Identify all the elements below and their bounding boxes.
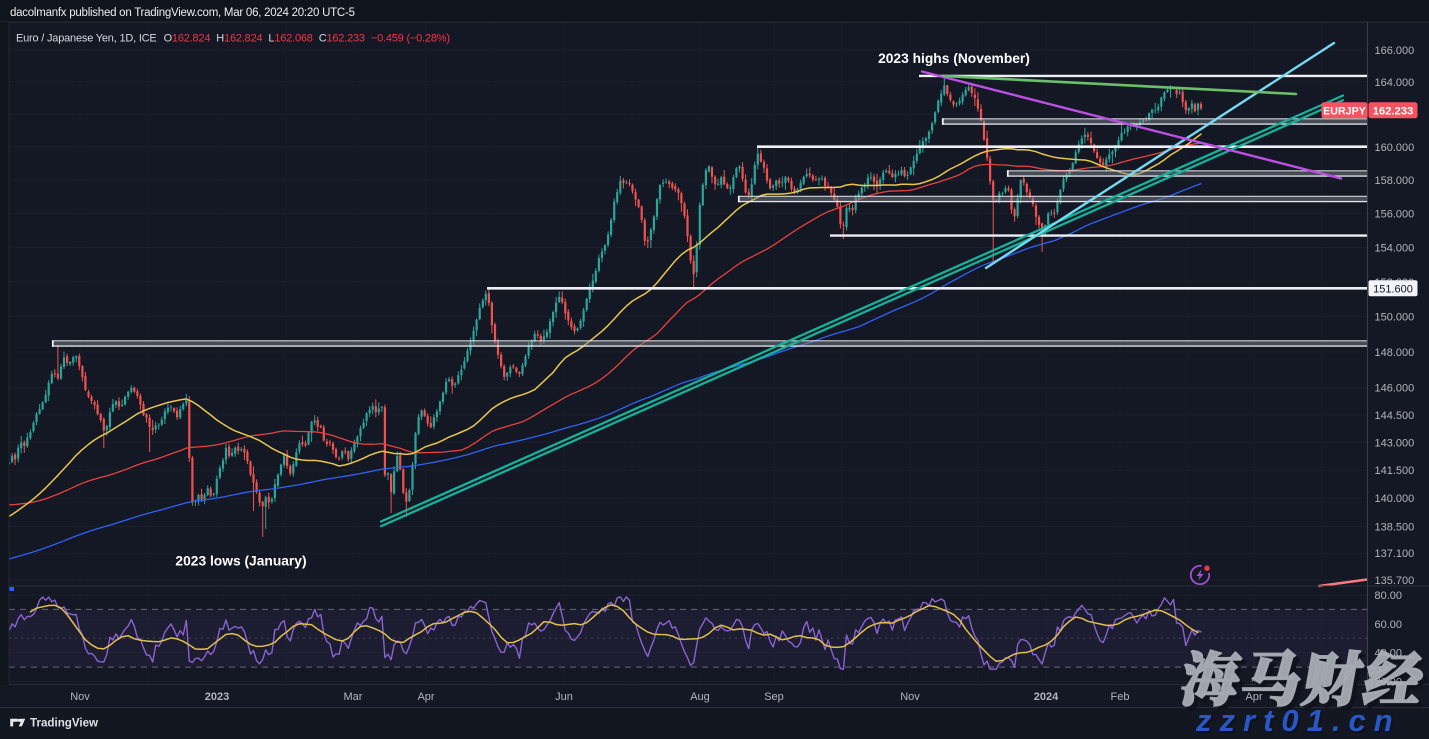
svg-text:EURJPY: EURJPY xyxy=(1323,105,1366,117)
svg-text:138.500: 138.500 xyxy=(1375,521,1415,533)
svg-text:135.700: 135.700 xyxy=(1375,575,1415,587)
svg-text:TradingView: TradingView xyxy=(30,717,99,730)
svg-text:166.000: 166.000 xyxy=(1375,45,1415,57)
svg-text:Feb: Feb xyxy=(1111,691,1130,703)
svg-text:2024: 2024 xyxy=(1034,691,1059,703)
svg-text:20.00: 20.00 xyxy=(1375,677,1403,689)
svg-text:Nov: Nov xyxy=(900,691,920,703)
svg-text:154.000: 154.000 xyxy=(1375,242,1415,254)
svg-text:156.000: 156.000 xyxy=(1375,208,1415,220)
svg-text:158.000: 158.000 xyxy=(1375,175,1415,187)
svg-text:2023 lows (January): 2023 lows (January) xyxy=(175,554,306,569)
svg-text:140.000: 140.000 xyxy=(1375,493,1415,505)
svg-text:151.600: 151.600 xyxy=(1373,284,1413,296)
svg-text:148.000: 148.000 xyxy=(1375,347,1415,359)
svg-text:zzrt01.cn: zzrt01.cn xyxy=(1195,703,1401,738)
svg-text:2023: 2023 xyxy=(205,691,229,703)
svg-text:zzrt01.cn: zzrt01.cn xyxy=(1197,705,1403,739)
svg-text:146.000: 146.000 xyxy=(1375,383,1415,395)
svg-text:Nov: Nov xyxy=(70,691,90,703)
svg-text:141.500: 141.500 xyxy=(1375,465,1415,477)
svg-text:2023 highs (November): 2023 highs (November) xyxy=(878,51,1030,66)
svg-text:143.000: 143.000 xyxy=(1375,437,1415,449)
svg-text:Apr: Apr xyxy=(417,691,434,703)
svg-text:Aug: Aug xyxy=(690,691,710,703)
svg-text:80.00: 80.00 xyxy=(1375,590,1403,602)
svg-text:164.000: 164.000 xyxy=(1375,77,1415,89)
svg-text:Apr: Apr xyxy=(1245,691,1262,703)
svg-text:150.000: 150.000 xyxy=(1375,312,1415,324)
svg-text:40.00: 40.00 xyxy=(1375,648,1403,660)
svg-text:Sep: Sep xyxy=(764,691,784,703)
svg-text:162.233: 162.233 xyxy=(1373,106,1413,118)
svg-text:Jun: Jun xyxy=(555,691,573,703)
svg-text:160.000: 160.000 xyxy=(1375,142,1415,154)
svg-text:dacolmanfx published on Tradin: dacolmanfx published on TradingView.com,… xyxy=(10,7,355,19)
svg-text:60.00: 60.00 xyxy=(1375,619,1403,631)
svg-text:Mar: Mar xyxy=(344,691,363,703)
svg-text:137.100: 137.100 xyxy=(1375,548,1415,560)
svg-text:144.500: 144.500 xyxy=(1375,410,1415,422)
